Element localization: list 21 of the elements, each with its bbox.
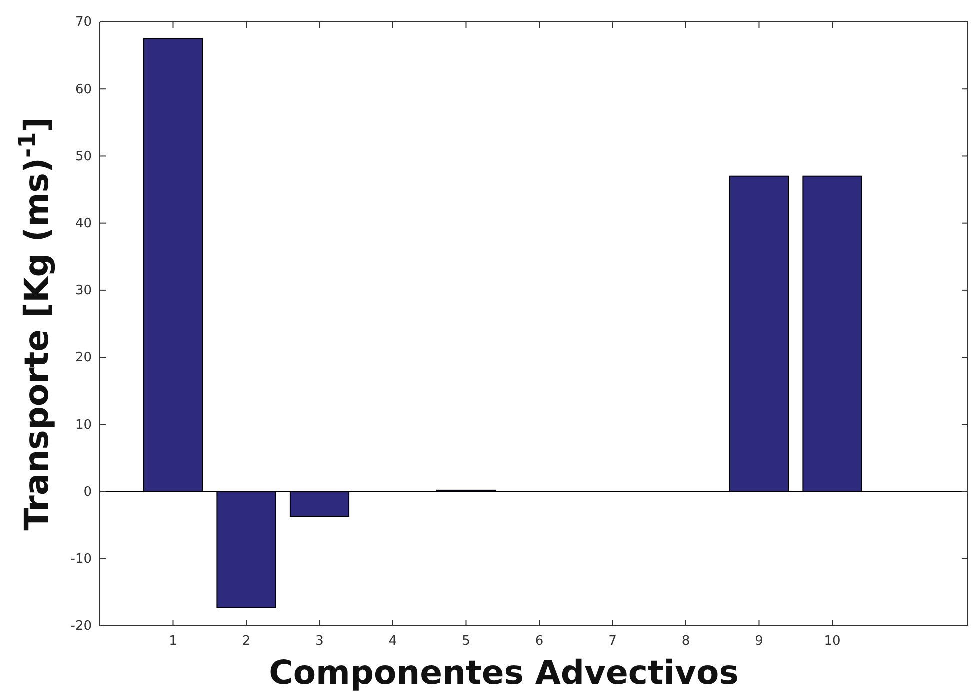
x-tick-label: 7 [608,634,617,650]
x-tick-label: 5 [462,634,470,650]
x-tick-label: 1 [169,634,178,650]
y-tick-label: 50 [75,149,92,164]
y-tick-label: 60 [75,82,92,98]
y-tick-label: 0 [84,484,92,500]
x-tick-label: 4 [388,634,398,650]
y-tick-label: 30 [75,284,92,299]
x-tick-label: 6 [535,634,544,650]
x-tick-label: 2 [242,634,251,650]
x-tick-label: 8 [682,634,690,650]
y-tick-label: 10 [75,418,92,433]
x-tick-label: 10 [824,634,841,650]
x-axis-title: Componentes Advectivos [269,653,739,692]
y-tick-label: 70 [75,15,92,30]
y-tick-label: 20 [75,350,92,366]
x-tick-label: 3 [316,634,324,650]
y-tick-label: 40 [75,216,92,232]
x-tick-label: 9 [755,634,764,650]
y-tick-label: -20 [70,619,92,634]
y-tick-label: -10 [70,552,92,568]
